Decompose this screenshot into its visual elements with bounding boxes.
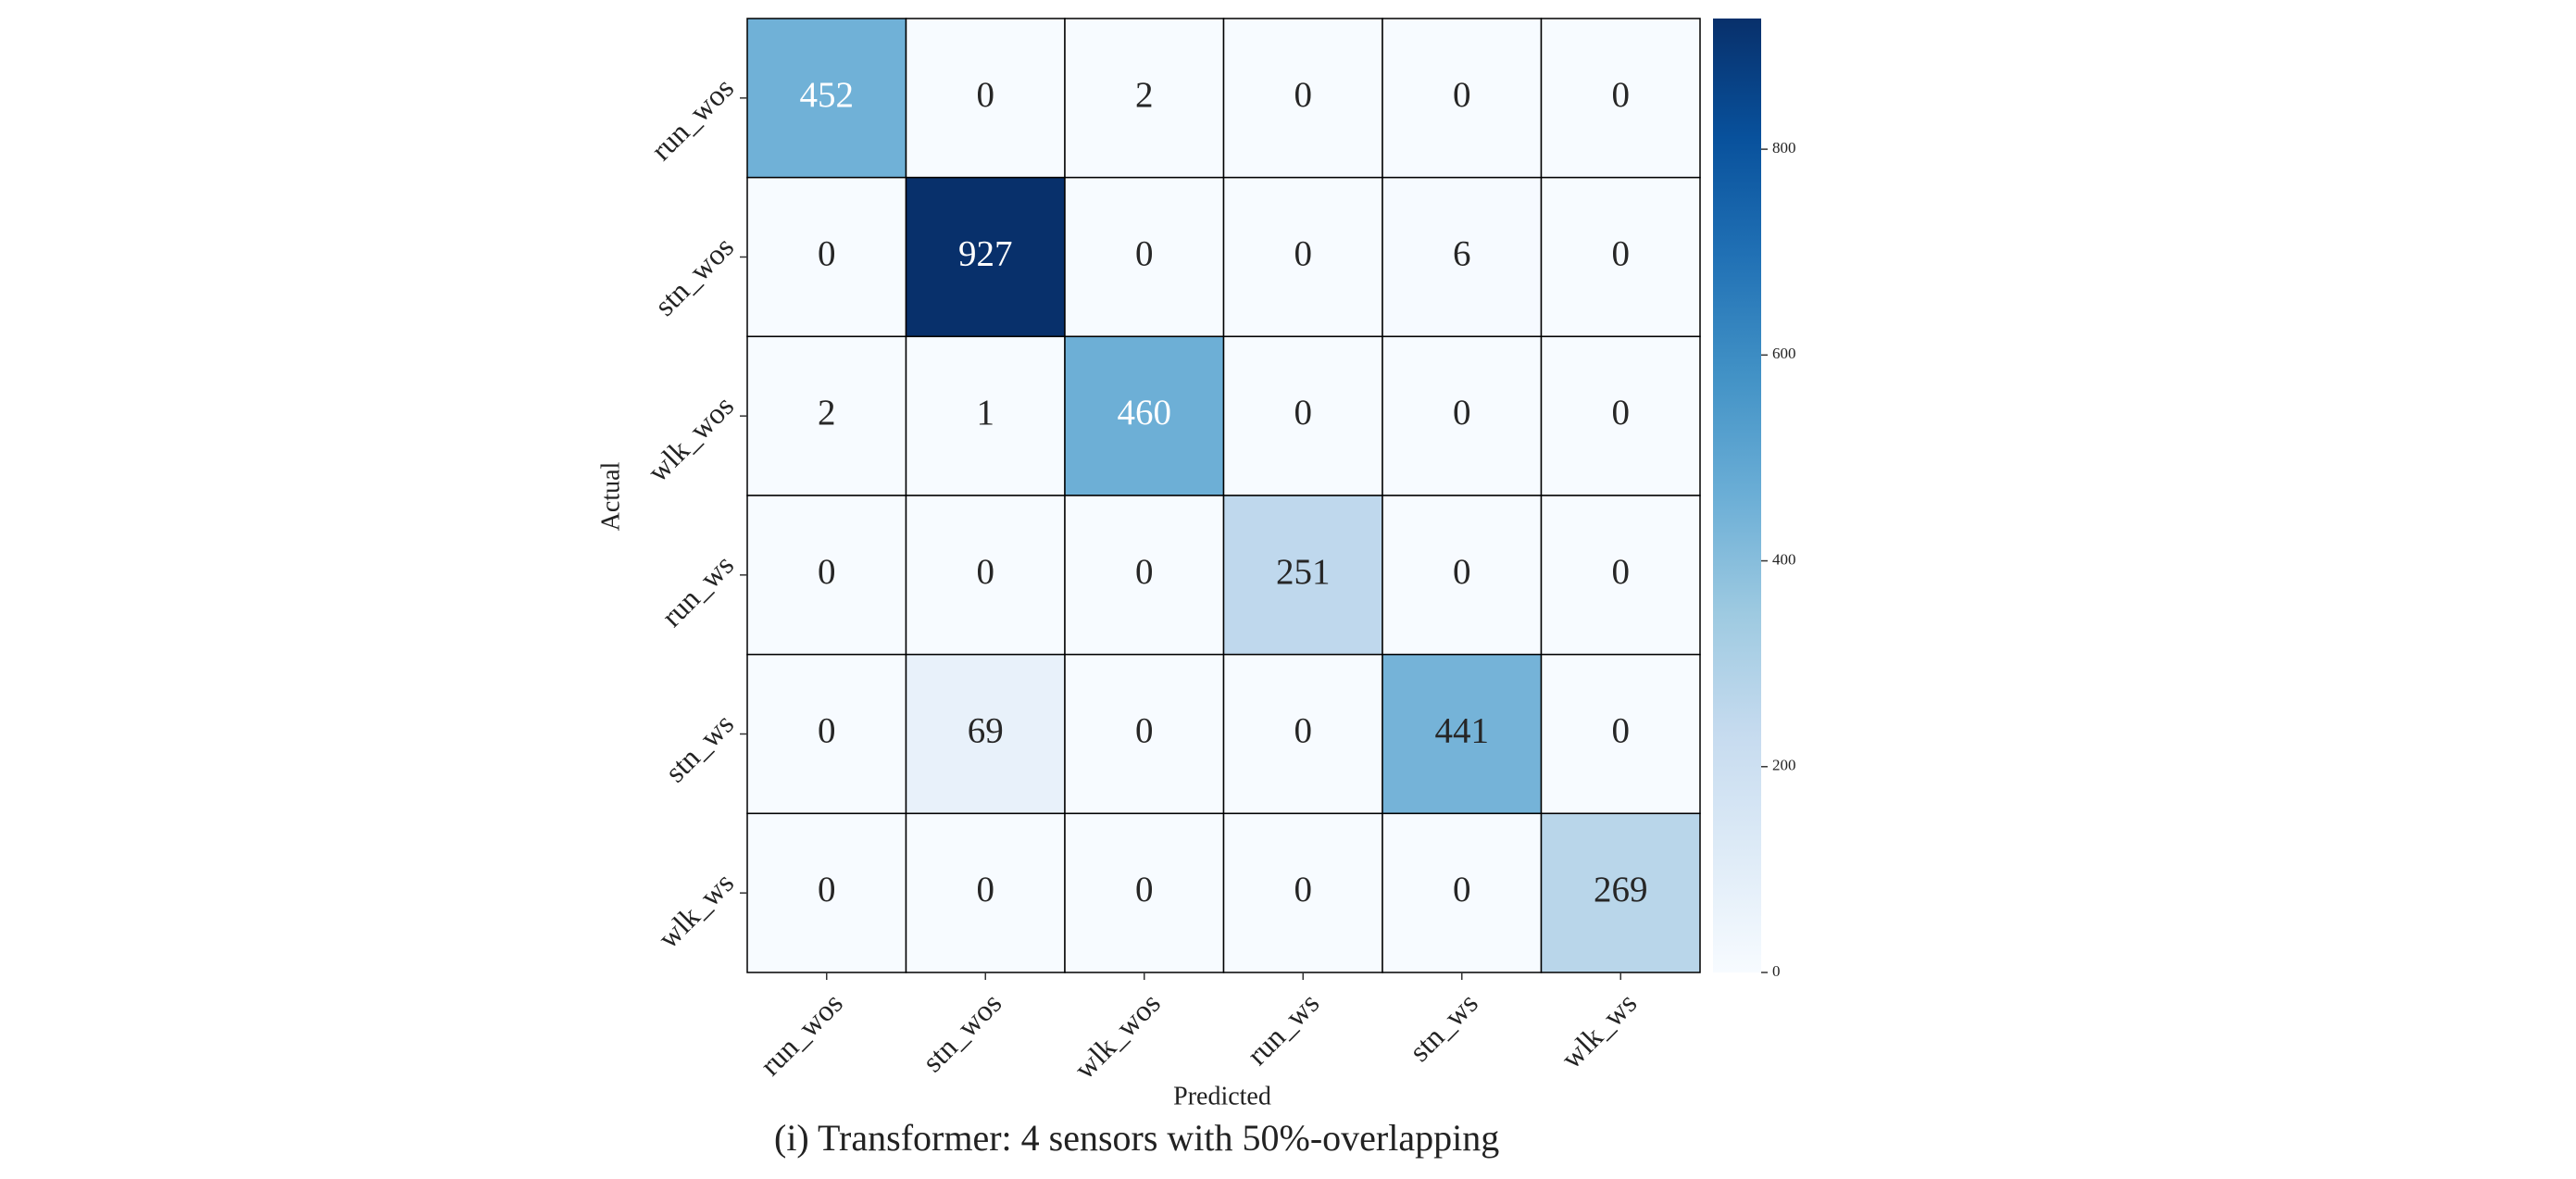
heatmap-cell	[1064, 495, 1225, 656]
cell-label: 2	[818, 393, 836, 433]
heatmap-cell	[1382, 18, 1543, 179]
cell-label: 452	[800, 75, 855, 115]
heatmap-cell	[1382, 495, 1543, 656]
heatmap-cell	[905, 18, 1066, 179]
heatmap-cell	[1064, 335, 1225, 496]
cell-label: 0	[1135, 710, 1154, 750]
colorbar-tick-label: 600	[1772, 345, 1796, 362]
cell-label: 0	[1294, 870, 1313, 909]
heatmap-cell	[1064, 18, 1225, 179]
heatmap-cell	[905, 495, 1066, 656]
heatmap-cell	[1540, 176, 1701, 338]
heatmap-cell	[746, 812, 907, 973]
heatmap-cell	[1540, 18, 1701, 179]
heatmap-cell	[905, 176, 1066, 338]
heatmap-cell	[1540, 653, 1701, 815]
cell-label: 0	[1453, 870, 1471, 909]
y-tick-label: stn_wos	[648, 230, 741, 322]
heatmap-cell	[1064, 653, 1225, 815]
colorbar	[1713, 19, 1761, 972]
y-axis-label: Actual	[596, 461, 625, 531]
cell-label: 927	[958, 233, 1013, 273]
colorbar-tick-label: 200	[1772, 757, 1796, 774]
cell-label: 0	[1135, 552, 1154, 592]
cell-label: 0	[1294, 75, 1313, 115]
colorbar-tick-label: 0	[1772, 962, 1781, 980]
x-tick-label: stn_wos	[916, 986, 1008, 1079]
cell-label: 0	[1294, 393, 1313, 433]
cell-label: 0	[818, 233, 836, 273]
cell-label: 0	[1612, 75, 1631, 115]
x-tick-label: run_ws	[1240, 986, 1325, 1072]
cell-label: 0	[1135, 870, 1154, 909]
x-axis-label: Predicted	[1173, 1082, 1271, 1110]
cell-label: 0	[1294, 710, 1313, 750]
heatmap-cell	[1222, 335, 1383, 496]
cell-label: 0	[1612, 552, 1631, 592]
colorbar-tick-label: 400	[1772, 550, 1796, 568]
cell-label: 0	[977, 75, 995, 115]
cell-label: 0	[818, 870, 836, 909]
heatmap-cell	[1382, 335, 1543, 496]
heatmap-cell	[1540, 335, 1701, 496]
cell-label: 0	[1612, 710, 1631, 750]
heatmap-cell	[1222, 176, 1383, 338]
y-tick-label: run_ws	[655, 548, 740, 633]
heatmap-cell	[1222, 495, 1383, 656]
x-tick-label: wlk_ws	[1555, 986, 1644, 1075]
heatmap-cell	[905, 335, 1066, 496]
heatmap-cell	[1540, 495, 1701, 656]
cell-label: 0	[1135, 233, 1154, 273]
cell-label: 0	[977, 552, 995, 592]
heatmap-cell	[1222, 653, 1383, 815]
cell-label: 441	[1435, 710, 1490, 750]
heatmap-cell	[746, 495, 907, 656]
cell-label: 2	[1135, 75, 1154, 115]
heatmap-cell	[1382, 812, 1543, 973]
cell-label: 0	[818, 552, 836, 592]
cell-label: 0	[1294, 233, 1313, 273]
cell-label: 69	[968, 710, 1004, 750]
cell-label: 0	[818, 710, 836, 750]
heatmap-cell	[746, 18, 907, 179]
cell-label: 0	[1612, 233, 1631, 273]
heatmap-cell	[1222, 18, 1383, 179]
cell-label: 6	[1453, 233, 1471, 273]
cell-label: 251	[1276, 552, 1331, 592]
cell-label: 269	[1594, 870, 1648, 909]
cell-label: 0	[1453, 393, 1471, 433]
y-tick-label: run_wos	[644, 71, 740, 167]
x-tick-label: stn_ws	[1403, 986, 1484, 1068]
cell-label: 0	[1453, 552, 1471, 592]
colorbar-tick-label: 800	[1772, 139, 1796, 157]
y-tick-label: wlk_ws	[651, 866, 740, 955]
heatmap-cell	[1540, 812, 1701, 973]
heatmap-cell	[746, 335, 907, 496]
cell-label: 0	[1612, 393, 1631, 433]
y-tick-label: stn_ws	[658, 707, 740, 788]
cell-label: 0	[977, 870, 995, 909]
y-tick-label: wlk_wos	[641, 389, 740, 488]
caption: (i) Transformer: 4 sensors with 50%-over…	[774, 1117, 1499, 1159]
x-tick-label: wlk_wos	[1068, 986, 1167, 1085]
heatmap-cell	[746, 653, 907, 815]
cell-label: 0	[1453, 75, 1471, 115]
cell-label: 460	[1118, 393, 1172, 433]
cell-label: 1	[977, 393, 995, 433]
heatmap-cell	[1382, 653, 1543, 815]
x-tick-label: run_wos	[754, 986, 849, 1082]
